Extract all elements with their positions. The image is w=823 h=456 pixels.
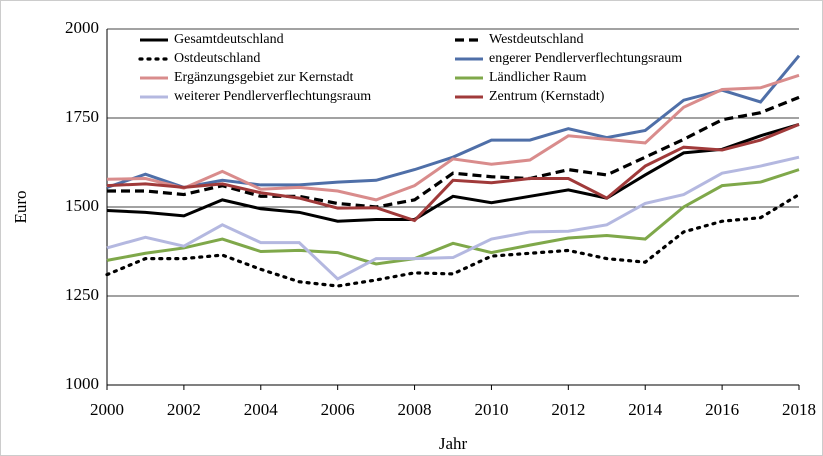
y-tick-label: 1250 xyxy=(65,285,99,304)
x-tick-label: 2010 xyxy=(474,400,508,419)
series-line xyxy=(106,168,800,266)
series-line xyxy=(107,95,800,209)
x-tick-label: 2002 xyxy=(167,400,201,419)
series-line xyxy=(106,73,800,202)
y-tick-label: 2000 xyxy=(65,18,99,37)
x-tick-label: 2000 xyxy=(90,400,124,419)
legend-label: Ergänzungsgebiet zur Kernstadt xyxy=(174,70,353,85)
legend-label: Ländlicher Raum xyxy=(489,70,587,85)
legend-label: engerer Pendlerverflechtungsraum xyxy=(489,51,682,66)
x-tick-label: 2008 xyxy=(398,400,432,419)
x-tick-label: 2014 xyxy=(628,400,663,419)
series-line xyxy=(106,155,800,281)
y-tick-label: 1500 xyxy=(65,196,99,215)
x-tick-label: 2016 xyxy=(705,400,739,419)
legend-label: Westdeutschland xyxy=(489,32,584,47)
x-tick-label: 2004 xyxy=(244,400,279,419)
legend-label: weiterer Pendlerverflechtungsraum xyxy=(174,89,371,104)
legend-label: Gesamtdeutschland xyxy=(174,32,284,47)
series-line xyxy=(106,54,801,189)
x-tick-label: 2012 xyxy=(551,400,585,419)
series-line xyxy=(106,123,800,223)
series-line xyxy=(105,192,801,288)
series-line xyxy=(106,122,800,223)
x-tick-label: 2006 xyxy=(321,400,355,419)
legend-label: Zentrum (Kernstadt) xyxy=(489,89,605,104)
x-tick-label: 2018 xyxy=(782,400,816,419)
y-tick-label: 1000 xyxy=(65,374,99,393)
y-axis-label: Euro xyxy=(11,190,30,223)
legend-label: Ostdeutschland xyxy=(174,51,260,66)
x-axis-label: Jahr xyxy=(439,434,468,453)
y-tick-label: 1750 xyxy=(65,107,99,126)
